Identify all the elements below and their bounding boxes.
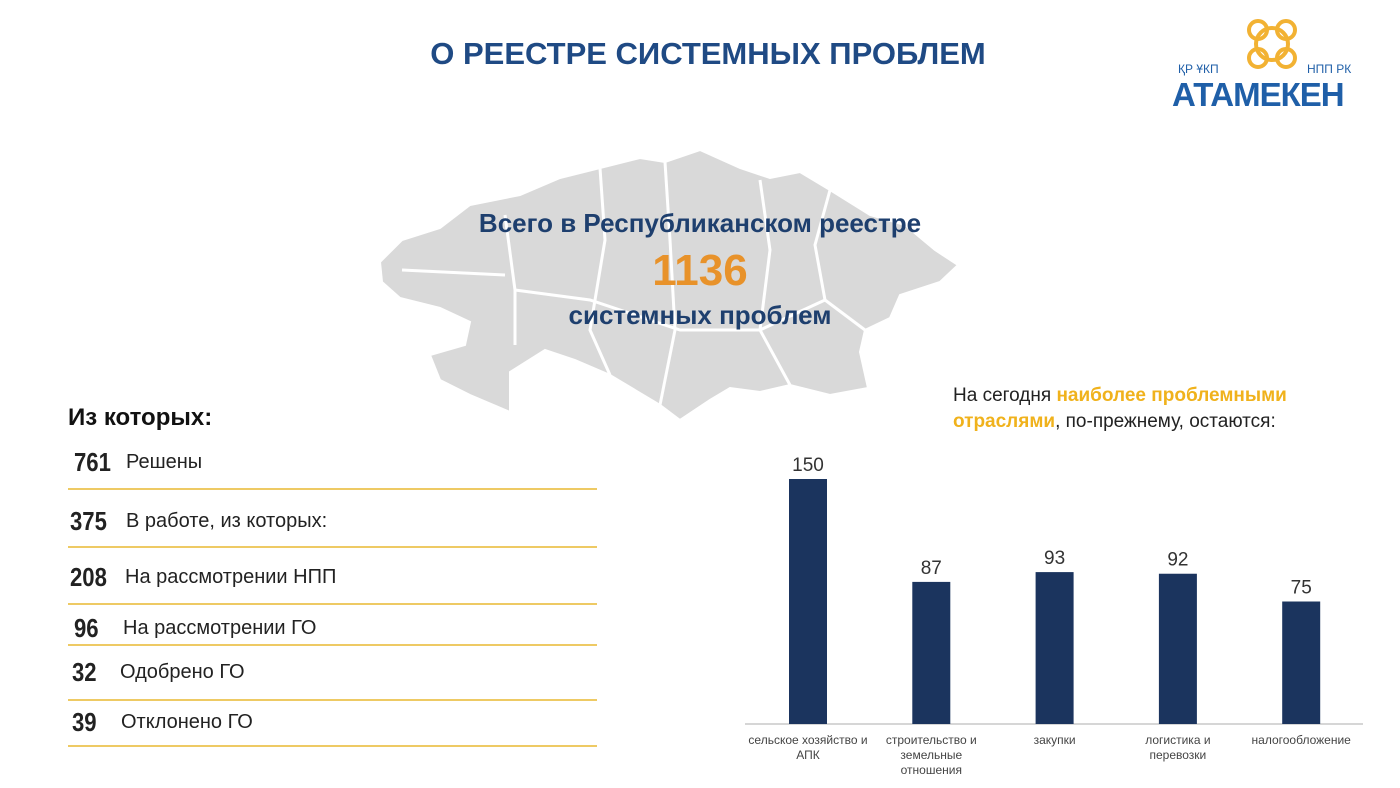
data-label: 87 bbox=[921, 558, 942, 579]
row-label: В работе, из которых: bbox=[126, 510, 328, 532]
summary-line: Всего в Республиканском реестре bbox=[478, 208, 922, 238]
logo-name: АТАМЕКЕН bbox=[1172, 76, 1345, 113]
row-number: 208 bbox=[70, 562, 107, 592]
bar bbox=[1158, 573, 1197, 724]
row-number: 39 bbox=[72, 707, 97, 737]
map-borders bbox=[401, 161, 866, 406]
summary-line: системных проблем bbox=[568, 300, 832, 330]
x-tick-label: сельское хозяйство и АПК bbox=[748, 733, 868, 762]
row-number: 761 bbox=[74, 447, 111, 477]
row-number: 96 bbox=[74, 613, 99, 643]
row-number: 375 bbox=[70, 506, 107, 536]
x-tick-label: налогообложение bbox=[1251, 733, 1351, 747]
bar bbox=[1035, 572, 1074, 724]
x-tick-label: логистика и перевозки bbox=[1145, 733, 1211, 762]
chart-subtitle: На сегодня наиболее проблемными отраслям… bbox=[953, 383, 1353, 435]
data-label: 75 bbox=[1291, 578, 1312, 599]
row-label: Решены bbox=[126, 451, 203, 473]
logo-left: ҚР ҰКП bbox=[1178, 62, 1219, 76]
map bbox=[378, 148, 960, 422]
row-label: Отклонено ГО bbox=[121, 711, 253, 733]
data-label: 150 bbox=[792, 455, 824, 476]
subtitle-highlight: наиболее проблемными отраслями bbox=[953, 385, 1287, 432]
logo-ornament bbox=[1247, 19, 1297, 69]
row-number: 32 bbox=[72, 657, 97, 687]
x-tick-label: закупки bbox=[1033, 733, 1076, 747]
breakdown-title: Из которых: bbox=[68, 404, 213, 431]
bar bbox=[1282, 601, 1321, 724]
row-label: Одобрено ГО bbox=[120, 661, 245, 683]
row-label: На рассмотрении НПП bbox=[125, 566, 337, 588]
row-label: На рассмотрении ГО bbox=[123, 617, 317, 639]
subtitle-text: , по-прежнему, остаются: bbox=[1055, 411, 1276, 432]
data-label: 92 bbox=[1167, 550, 1188, 571]
slide-title: О РЕЕСТРЕ СИСТЕМНЫХ ПРОБЛЕМ bbox=[430, 36, 986, 71]
summary-total: 1136 bbox=[652, 246, 748, 295]
bar bbox=[912, 581, 951, 724]
subtitle-text: На сегодня bbox=[953, 385, 1057, 406]
bar bbox=[789, 479, 827, 724]
x-tick-label: строительство и земельные отношения bbox=[885, 733, 977, 777]
logo-right: НПП РК bbox=[1307, 62, 1352, 76]
data-label: 93 bbox=[1044, 548, 1065, 569]
